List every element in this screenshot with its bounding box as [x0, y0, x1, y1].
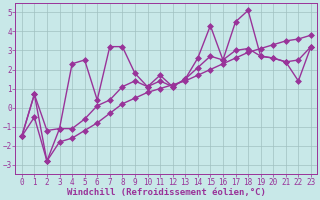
X-axis label: Windchill (Refroidissement éolien,°C): Windchill (Refroidissement éolien,°C) [67, 188, 266, 197]
